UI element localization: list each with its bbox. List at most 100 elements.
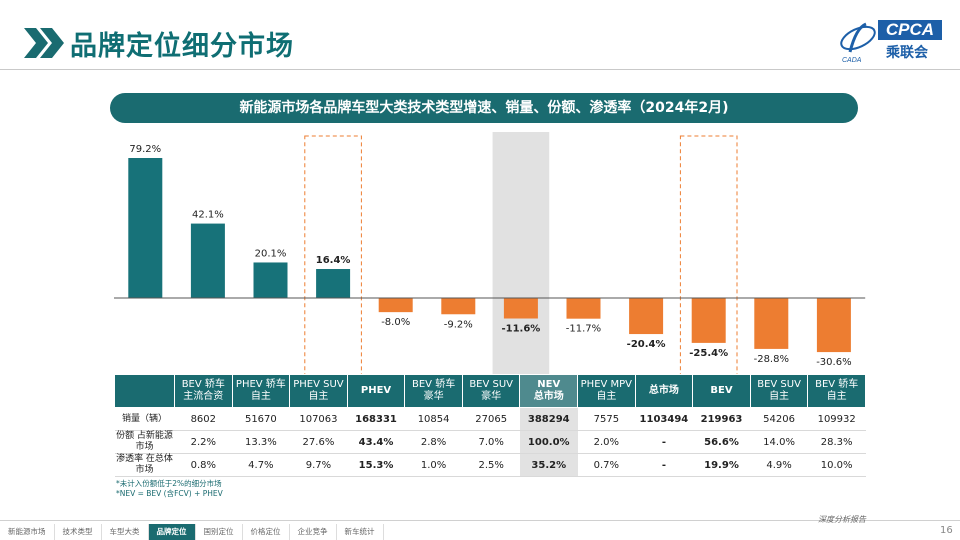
table-cell: 219963: [692, 407, 751, 431]
table-header-cell: BEV 轿车 主流合资: [174, 374, 233, 408]
nav-item[interactable]: 新车统计: [337, 524, 384, 540]
table-header-line: 自主: [596, 391, 617, 402]
table-cell: 14.0%: [750, 430, 808, 454]
data-label: -25.4%: [689, 348, 728, 359]
table-header-cell: PHEV: [346, 374, 406, 408]
footnote-2: *NEV = BEV (含FCV) + PHEV: [116, 489, 223, 498]
table-cell: 9.7%: [289, 453, 348, 477]
table-header-cell: PHEV 轿车 自主: [231, 374, 291, 408]
table-cell: 4.9%: [750, 453, 808, 477]
table-header-line: 豪华: [481, 391, 502, 402]
table-cell: 10854: [404, 407, 463, 431]
nav-item[interactable]: 企业竞争: [290, 524, 337, 540]
table-header-line: BEV: [710, 385, 733, 396]
nav-item[interactable]: 国别定位: [196, 524, 243, 540]
table-header-line: PHEV 轿车: [235, 379, 286, 390]
table-row: 渗透率 在总体市场 0.8% 4.7% 9.7% 15.3% 1.0% 2.5% 35.2% 0…: [114, 453, 866, 477]
table-cell: -: [635, 430, 693, 454]
bar: [128, 158, 163, 298]
data-label: -28.8%: [754, 354, 789, 365]
table-header-line: 总市场: [533, 391, 564, 402]
table-row: 份额 占新能源市场 2.2% 13.3% 27.6% 43.4% 2.8% 7.0% 100.…: [114, 430, 866, 454]
table-cell: 13.3%: [232, 430, 290, 454]
table-cell: 1.0%: [404, 453, 463, 477]
data-label: -8.0%: [381, 317, 410, 328]
table-header-line: 自主: [769, 391, 790, 402]
highlight-dashed-box: [679, 135, 738, 374]
table-cell: 100.0%: [519, 430, 578, 454]
table-row-label: 份额 占新能源市场: [114, 430, 175, 454]
bar: [566, 298, 601, 319]
table-cell: -: [635, 453, 693, 477]
table-header-line: BEV SUV: [469, 379, 514, 390]
bar: [316, 269, 351, 298]
table-header-line: 主流合资: [183, 391, 224, 402]
cpca-logo: CADA CPCA 乘联会: [836, 18, 946, 64]
data-label: 79.2%: [129, 144, 161, 155]
table-cell: 15.3%: [347, 453, 405, 477]
data-label: -9.2%: [444, 319, 473, 330]
table-cell: 168331: [347, 407, 405, 431]
table-cell: 388294: [519, 407, 578, 431]
table-cell: 0.7%: [577, 453, 636, 477]
nav-item[interactable]: 车型大类: [102, 524, 149, 540]
table-cell: 27065: [462, 407, 520, 431]
bar: [754, 298, 789, 349]
chevron-right-icon: [24, 28, 64, 58]
table-header-corner: [114, 374, 175, 408]
bar: [629, 298, 664, 335]
table-header-row: BEV 轿车 主流合资 PHEV 轿车 自主 PHEV SUV 自主 PHEV BEV 轿车豪…: [114, 374, 866, 408]
nav-item[interactable]: 品牌定位: [148, 524, 196, 540]
table-row-label: 销量（辆）: [114, 407, 175, 431]
data-label: 16.4%: [316, 255, 351, 266]
table-cell: 51670: [232, 407, 290, 431]
table-header-line: 自主: [308, 391, 329, 402]
bar: [816, 298, 851, 353]
bar: [691, 298, 726, 343]
table-header-line: 自主: [826, 391, 847, 402]
table-cell: 28.3%: [807, 430, 866, 454]
table-cell: 2.5%: [462, 453, 520, 477]
data-label: -30.6%: [816, 357, 851, 368]
table-header-cell: BEV SUV 豪华: [461, 374, 521, 408]
page-number: 16: [940, 525, 953, 536]
table-row-label: 渗透率 在总体市场: [114, 453, 175, 477]
logo-text: CPCA: [878, 20, 942, 40]
footer-slogan: 深度分析报告: [818, 515, 866, 524]
table-cell: 56.6%: [692, 430, 751, 454]
table-cell: 54206: [750, 407, 808, 431]
table-header-line: BEV SUV: [757, 379, 801, 390]
table-header-line: PHEV MPV: [580, 379, 633, 390]
table-cell: 19.9%: [692, 453, 751, 477]
data-label: -11.7%: [566, 324, 601, 335]
nav-item[interactable]: 新能源市场: [0, 524, 55, 540]
footnote-1: *未计入份额低于2%的细分市场: [116, 479, 222, 488]
table-cell: 2.0%: [577, 430, 636, 454]
nav-item[interactable]: 价格定位: [243, 524, 290, 540]
table-header-cell: NEV 总市场: [519, 374, 579, 408]
table-cell: 4.7%: [232, 453, 290, 477]
footer-divider: [0, 520, 960, 521]
table-header-cell: BEV: [692, 374, 751, 408]
table-cell: 7575: [577, 407, 636, 431]
data-label: 42.1%: [192, 210, 224, 221]
header-divider: [0, 69, 960, 70]
table-header-line: 自主: [250, 391, 271, 402]
table-header-line: NEV: [537, 379, 561, 390]
table-cell: 7.0%: [462, 430, 520, 454]
table-cell: 0.8%: [174, 453, 233, 477]
table-header-line: PHEV: [360, 385, 392, 396]
table-header-cell: 总市场: [634, 374, 694, 408]
data-table: BEV 轿车 主流合资 PHEV 轿车 自主 PHEV SUV 自主 PHEV BEV 轿车豪…: [114, 374, 866, 477]
data-label: 20.1%: [255, 248, 287, 259]
page-title: 品牌定位细分市场: [70, 31, 294, 62]
table-cell: 27.6%: [289, 430, 348, 454]
table-header-line: BEV 轿车: [412, 379, 456, 390]
chart-title: 新能源市场各品牌车型大类技术类型增速、销量、份额、渗透率（2024年2月): [110, 93, 858, 123]
table-header-line: 豪华: [423, 391, 444, 402]
table-header-line: BEV 轿车: [815, 379, 859, 390]
bar: [441, 298, 476, 315]
table-row: 销量（辆） 8602 51670 107063 168331 10854 27065 3882…: [114, 407, 866, 431]
highlight-shade: [492, 132, 550, 374]
nav-item[interactable]: 技术类型: [55, 524, 102, 540]
